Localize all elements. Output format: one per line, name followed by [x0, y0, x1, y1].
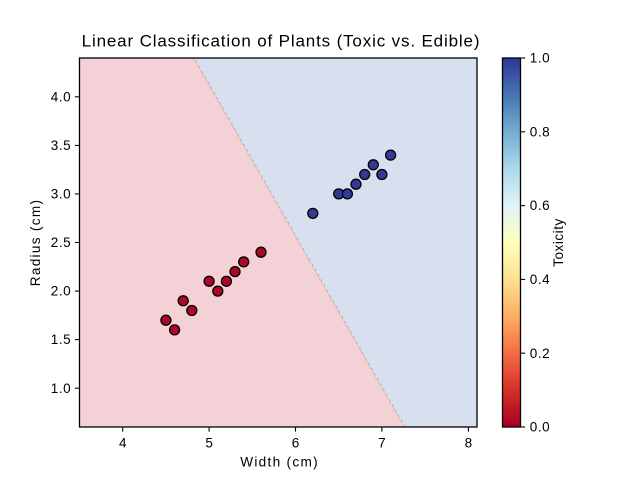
svg-text:5: 5: [205, 436, 213, 451]
svg-text:0.2: 0.2: [530, 346, 550, 361]
svg-text:Linear Classification of Plant: Linear Classification of Plants (Toxic v…: [82, 32, 481, 51]
svg-text:7: 7: [378, 436, 386, 451]
svg-text:2.5: 2.5: [51, 235, 71, 250]
svg-text:0.6: 0.6: [530, 198, 550, 213]
svg-text:3.0: 3.0: [51, 187, 71, 202]
svg-text:0.8: 0.8: [530, 124, 550, 139]
svg-text:2.0: 2.0: [51, 284, 71, 299]
svg-text:6: 6: [292, 436, 300, 451]
svg-text:1.0: 1.0: [530, 51, 550, 66]
svg-text:4: 4: [119, 436, 127, 451]
svg-text:0.4: 0.4: [530, 272, 550, 287]
svg-text:Width (cm): Width (cm): [240, 455, 319, 470]
svg-text:4.0: 4.0: [51, 89, 71, 104]
svg-text:8: 8: [465, 436, 473, 451]
svg-text:Radius (cm): Radius (cm): [28, 199, 43, 287]
svg-text:3.5: 3.5: [51, 138, 71, 153]
svg-text:1.5: 1.5: [51, 332, 71, 347]
svg-text:Toxicity: Toxicity: [551, 218, 566, 267]
svg-text:0.0: 0.0: [530, 420, 550, 435]
svg-text:1.0: 1.0: [51, 381, 71, 396]
